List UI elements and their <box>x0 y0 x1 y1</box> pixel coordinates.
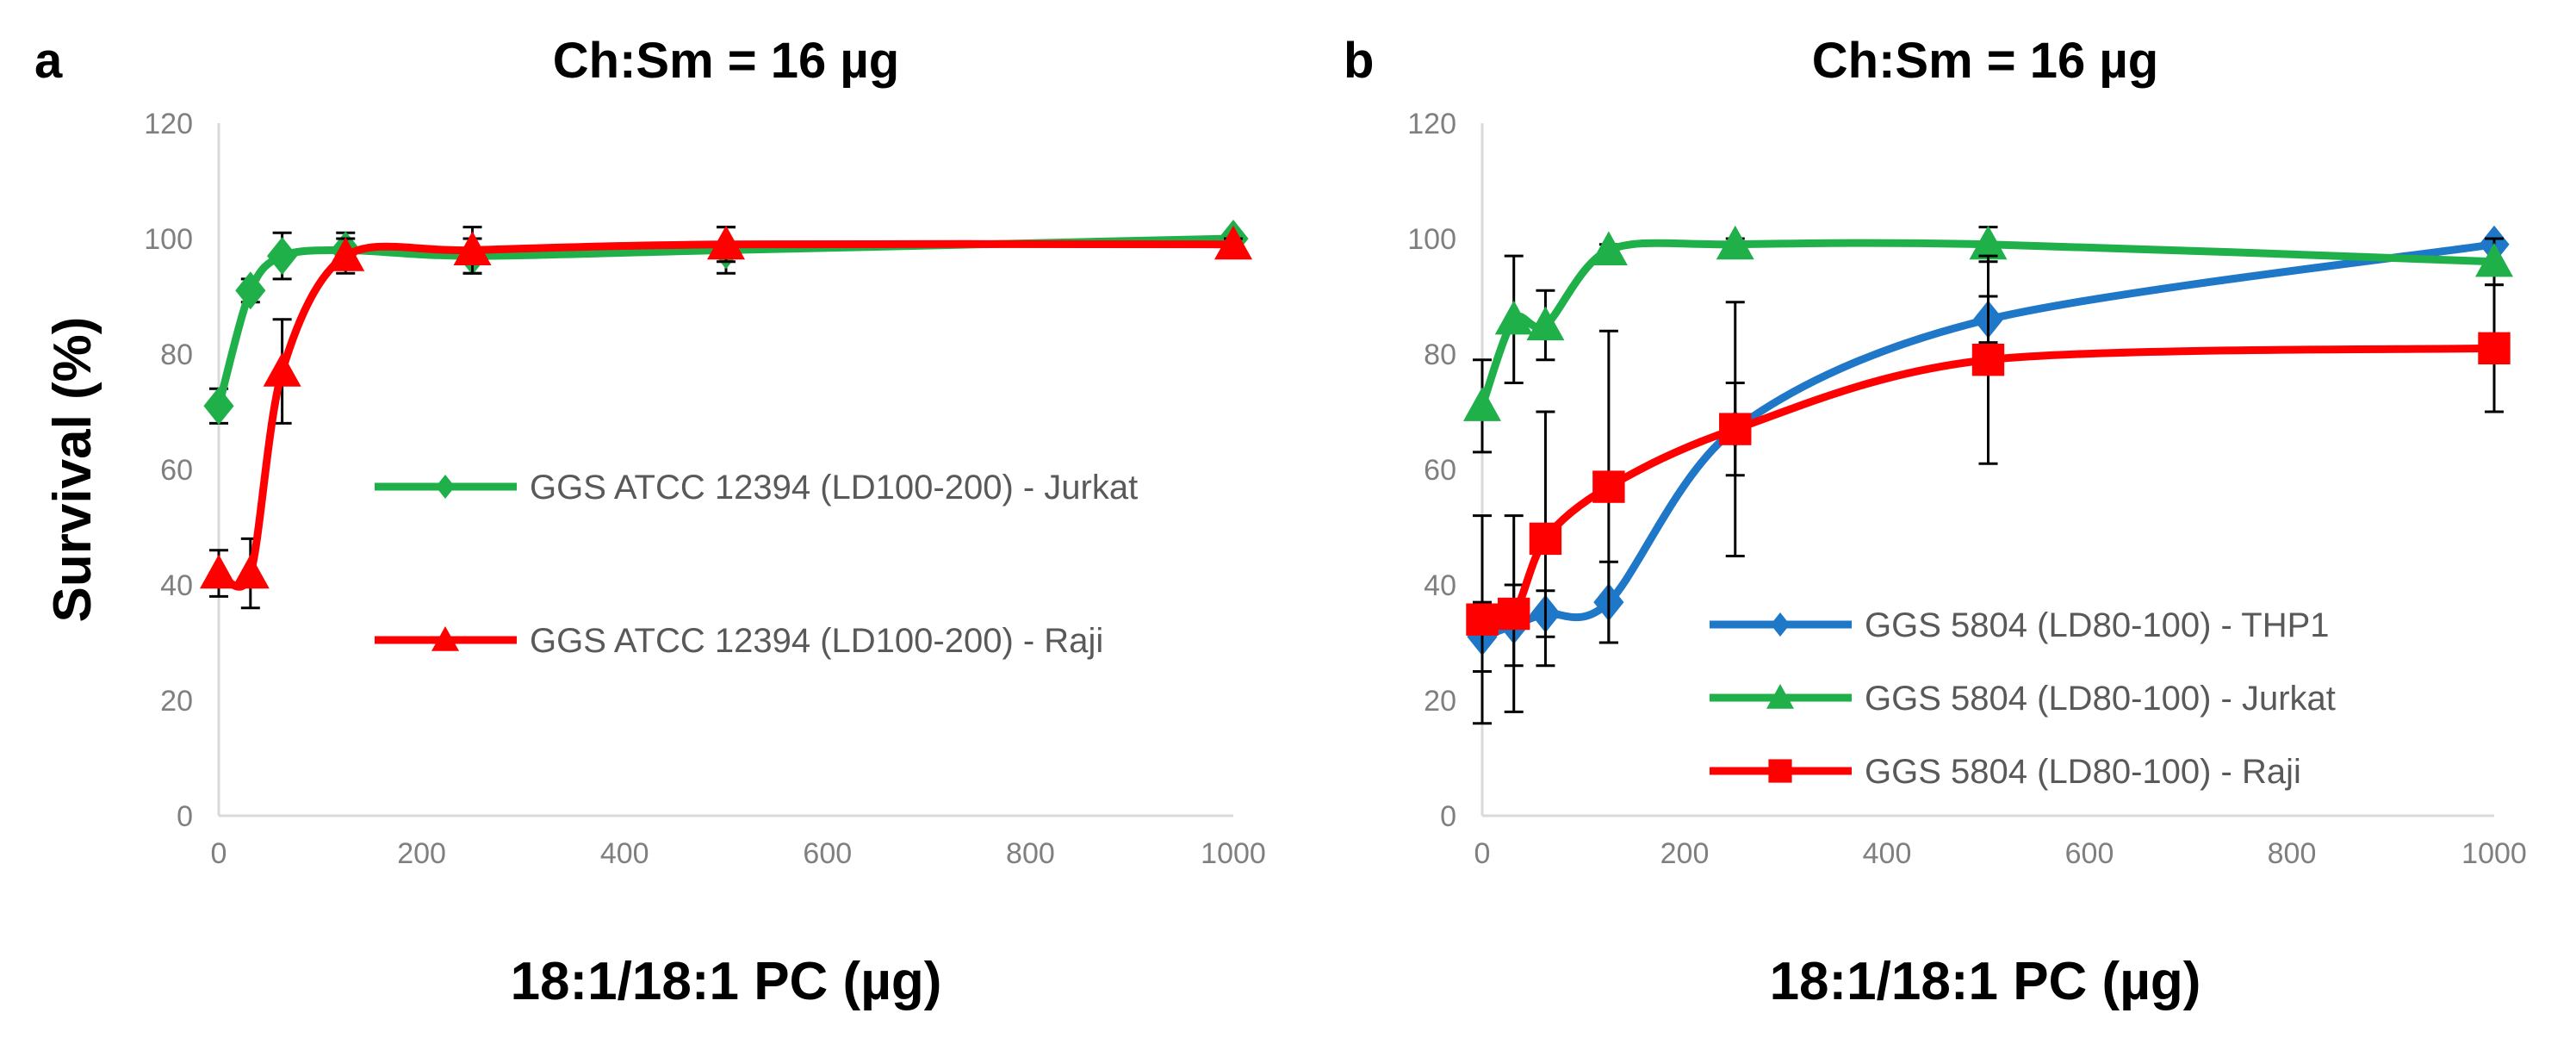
data-point-triangle <box>326 237 365 271</box>
x-tick-label: 400 <box>600 837 649 870</box>
data-point-diamond <box>203 387 234 426</box>
series-2 <box>1466 254 2511 725</box>
x-tick-label: 1000 <box>1201 837 1266 870</box>
data-point-triangle <box>263 352 301 387</box>
data-point-square <box>1592 470 1625 503</box>
legend-item: GGS 5804 (LD80-100) - THP1 <box>1710 606 2330 644</box>
data-point-square <box>1466 603 1499 636</box>
panel-b: b Ch:Sm = 16 µg 18:1/18:1 PC (µg) 0 20 40 6… <box>1344 33 2527 1011</box>
series-line <box>217 239 1234 591</box>
y-tick-label: 20 <box>1424 685 1456 718</box>
legend-label: GGS 5804 (LD80-100) - Jurkat <box>1865 680 2336 718</box>
data-point-diamond <box>435 475 456 499</box>
data-point-triangle <box>1463 387 1501 421</box>
data-point-triangle <box>1494 300 1533 335</box>
y-tick-label: 60 <box>160 454 193 487</box>
data-point-triangle <box>200 554 238 589</box>
x-tick-label: 0 <box>1474 837 1491 870</box>
data-point-triangle <box>453 231 492 265</box>
series-1 <box>200 225 1252 610</box>
y-tick-label: 60 <box>1424 454 1456 487</box>
data-point-square <box>2478 332 2511 364</box>
data-point-square <box>1529 522 1562 556</box>
x-axis-label: 18:1/18:1 PC (µg) <box>511 952 942 1011</box>
x-axis-label: 18:1/18:1 PC (µg) <box>1770 952 2201 1011</box>
legend-item: GGS 5804 (LD80-100) - Raji <box>1710 753 2301 791</box>
data-point-square <box>1768 759 1792 783</box>
x-tick-label: 1000 <box>2461 837 2527 870</box>
y-tick-label: 40 <box>1424 569 1456 602</box>
legend-item: GGS ATCC 12394 (LD100-200) - Jurkat <box>375 469 1138 507</box>
x-tick-label: 0 <box>211 837 227 870</box>
data-point-triangle <box>707 225 745 260</box>
x-tick-label: 200 <box>397 837 446 870</box>
chart-title: Ch:Sm = 16 µg <box>553 33 899 89</box>
y-tick-label: 120 <box>144 108 193 140</box>
y-tick-label: 120 <box>1407 108 1456 140</box>
y-tick-label: 0 <box>177 800 193 833</box>
data-point-triangle <box>2475 242 2513 277</box>
x-tick-label: 800 <box>2268 837 2317 870</box>
x-tick-label: 600 <box>803 837 852 870</box>
data-point-triangle <box>1214 225 1252 260</box>
data-point-triangle <box>1589 231 1628 265</box>
y-tick-label: 80 <box>160 339 193 371</box>
data-point-square <box>1971 344 2005 376</box>
series-1 <box>1463 225 2513 454</box>
y-tick-label: 20 <box>160 685 193 718</box>
data-point-triangle <box>1526 306 1565 341</box>
legend-label: GGS 5804 (LD80-100) - THP1 <box>1865 606 2330 644</box>
panel-a: a Ch:Sm = 16 µg Survival (%) 18:1/18:1 P… <box>34 33 1266 1011</box>
data-point-square <box>1498 597 1530 631</box>
y-axis-label: Survival (%) <box>43 317 102 623</box>
legend-item: GGS ATCC 12394 (LD100-200) - Raji <box>375 622 1103 660</box>
legend-label: GGS 5804 (LD80-100) - Raji <box>1865 753 2301 791</box>
data-point-diamond <box>235 271 266 310</box>
legend-label: GGS ATCC 12394 (LD100-200) - Jurkat <box>530 469 1138 507</box>
x-tick-label: 600 <box>2065 837 2114 870</box>
panel-label: a <box>34 33 63 89</box>
data-point-square <box>1719 413 1752 445</box>
y-tick-label: 40 <box>160 569 193 602</box>
y-tick-label: 0 <box>1440 800 1456 833</box>
y-tick-label: 80 <box>1424 339 1456 371</box>
x-tick-label: 400 <box>1863 837 1912 870</box>
y-tick-label: 100 <box>1407 223 1456 256</box>
x-tick-label: 200 <box>1660 837 1710 870</box>
data-point-triangle <box>1969 225 2008 260</box>
y-tick-label: 100 <box>144 223 193 256</box>
legend-item: GGS 5804 (LD80-100) - Jurkat <box>1710 680 2336 718</box>
data-point-triangle <box>431 626 459 651</box>
legend-label: GGS ATCC 12394 (LD100-200) - Raji <box>530 622 1103 660</box>
data-point-triangle <box>231 554 270 589</box>
data-point-diamond <box>1770 612 1791 637</box>
data-point-triangle <box>1766 684 1794 709</box>
chart-title: Ch:Sm = 16 µg <box>1812 33 2158 89</box>
panel-label: b <box>1344 33 1374 89</box>
data-point-triangle <box>1716 225 1754 260</box>
x-tick-label: 800 <box>1006 837 1055 870</box>
data-point-diamond <box>267 237 298 276</box>
